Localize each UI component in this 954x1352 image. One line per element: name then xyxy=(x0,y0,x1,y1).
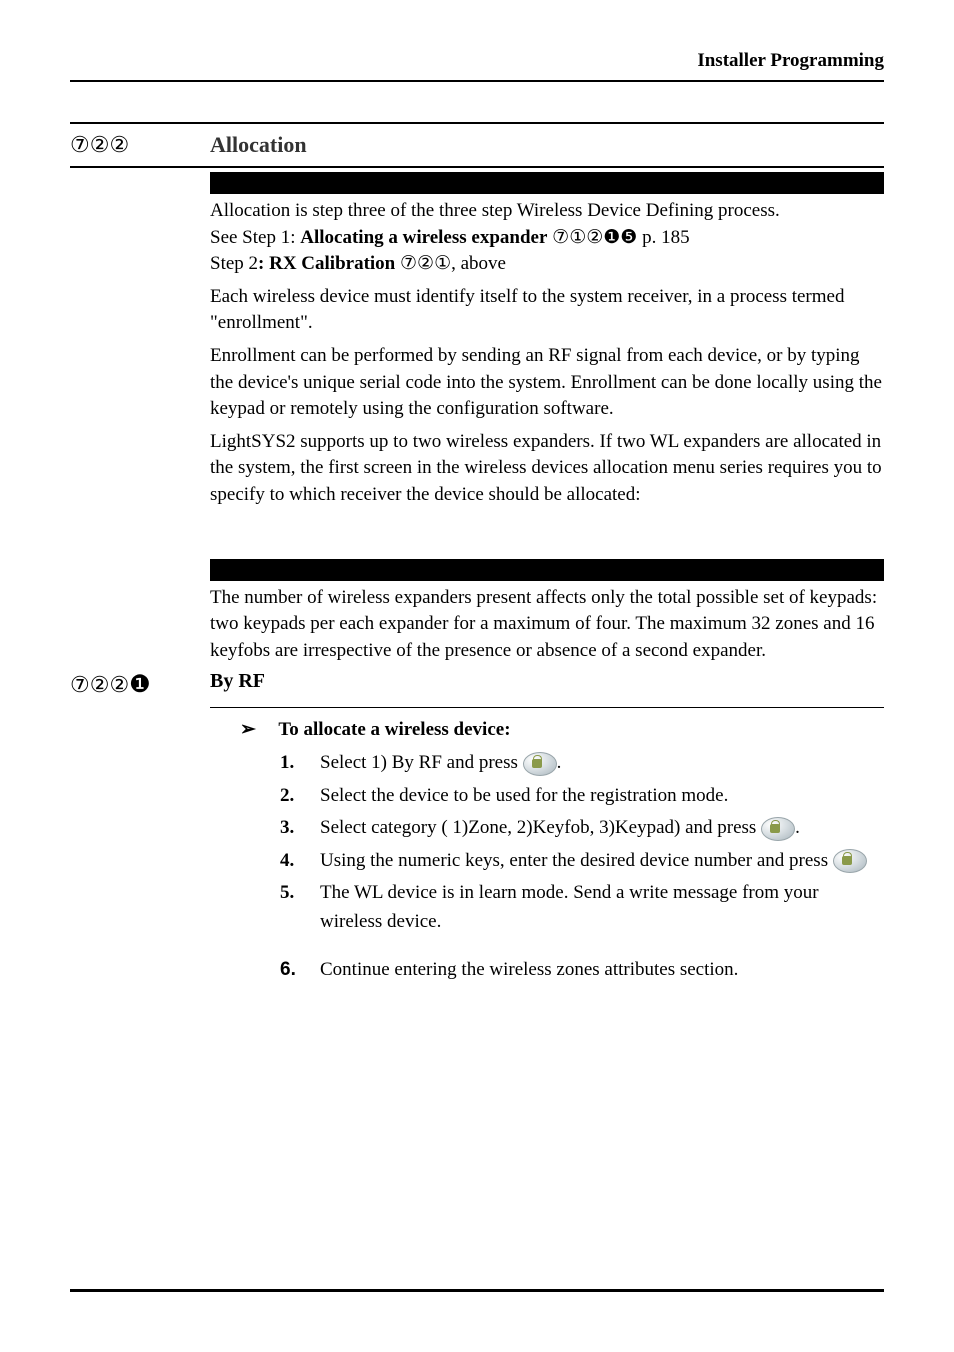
divider-bar xyxy=(210,172,884,194)
section-header: ⑦②② Allocation xyxy=(70,122,884,168)
subsection-number: ⑦②② ❶ xyxy=(70,670,210,699)
paragraph-5: The number of wireless expanders present… xyxy=(210,585,884,665)
subsection-rule xyxy=(210,707,884,708)
step-6: 6. Continue entering the wireless zones … xyxy=(280,956,884,985)
paragraph-3: Enrollment can be performed by sending a… xyxy=(210,343,884,423)
paragraph-2: Each wireless device must identify itsel… xyxy=(210,284,884,337)
paragraph-4: LightSYS2 supports up to two wireless ex… xyxy=(210,429,884,509)
subsection-header: ⑦②② ❶ By RF xyxy=(70,670,884,705)
step-4: 4. Using the numeric keys, enter the des… xyxy=(280,847,884,876)
step-2: 2. Select the device to be used for the … xyxy=(280,782,884,811)
enter-icon xyxy=(761,817,795,841)
step-1: 1. Select 1) By RF and press . xyxy=(280,749,884,778)
enter-icon xyxy=(833,849,867,873)
content-intro: Allocation is step three of the three st… xyxy=(210,194,884,509)
step-3: 3. Select category ( 1)Zone, 2)Keyfob, 3… xyxy=(280,814,884,843)
divider-bar-2 xyxy=(210,559,884,581)
procedure-title: To allocate a wireless device: xyxy=(240,718,884,741)
step-5: 5. The WL device is in learn mode. Send … xyxy=(280,879,884,936)
paragraph-1: Allocation is step three of the three st… xyxy=(210,198,884,278)
footer-rule xyxy=(70,1289,884,1292)
section-number: ⑦②② xyxy=(70,132,210,158)
step-list: 1. Select 1) By RF and press . 2. Select… xyxy=(280,749,884,985)
section-title: Allocation xyxy=(210,132,307,158)
page-header: Installer Programming xyxy=(70,50,884,82)
header-title: Installer Programming xyxy=(697,50,884,71)
content-note: The number of wireless expanders present… xyxy=(210,581,884,665)
subsection-title: By RF xyxy=(210,670,265,699)
enter-icon xyxy=(523,752,557,776)
